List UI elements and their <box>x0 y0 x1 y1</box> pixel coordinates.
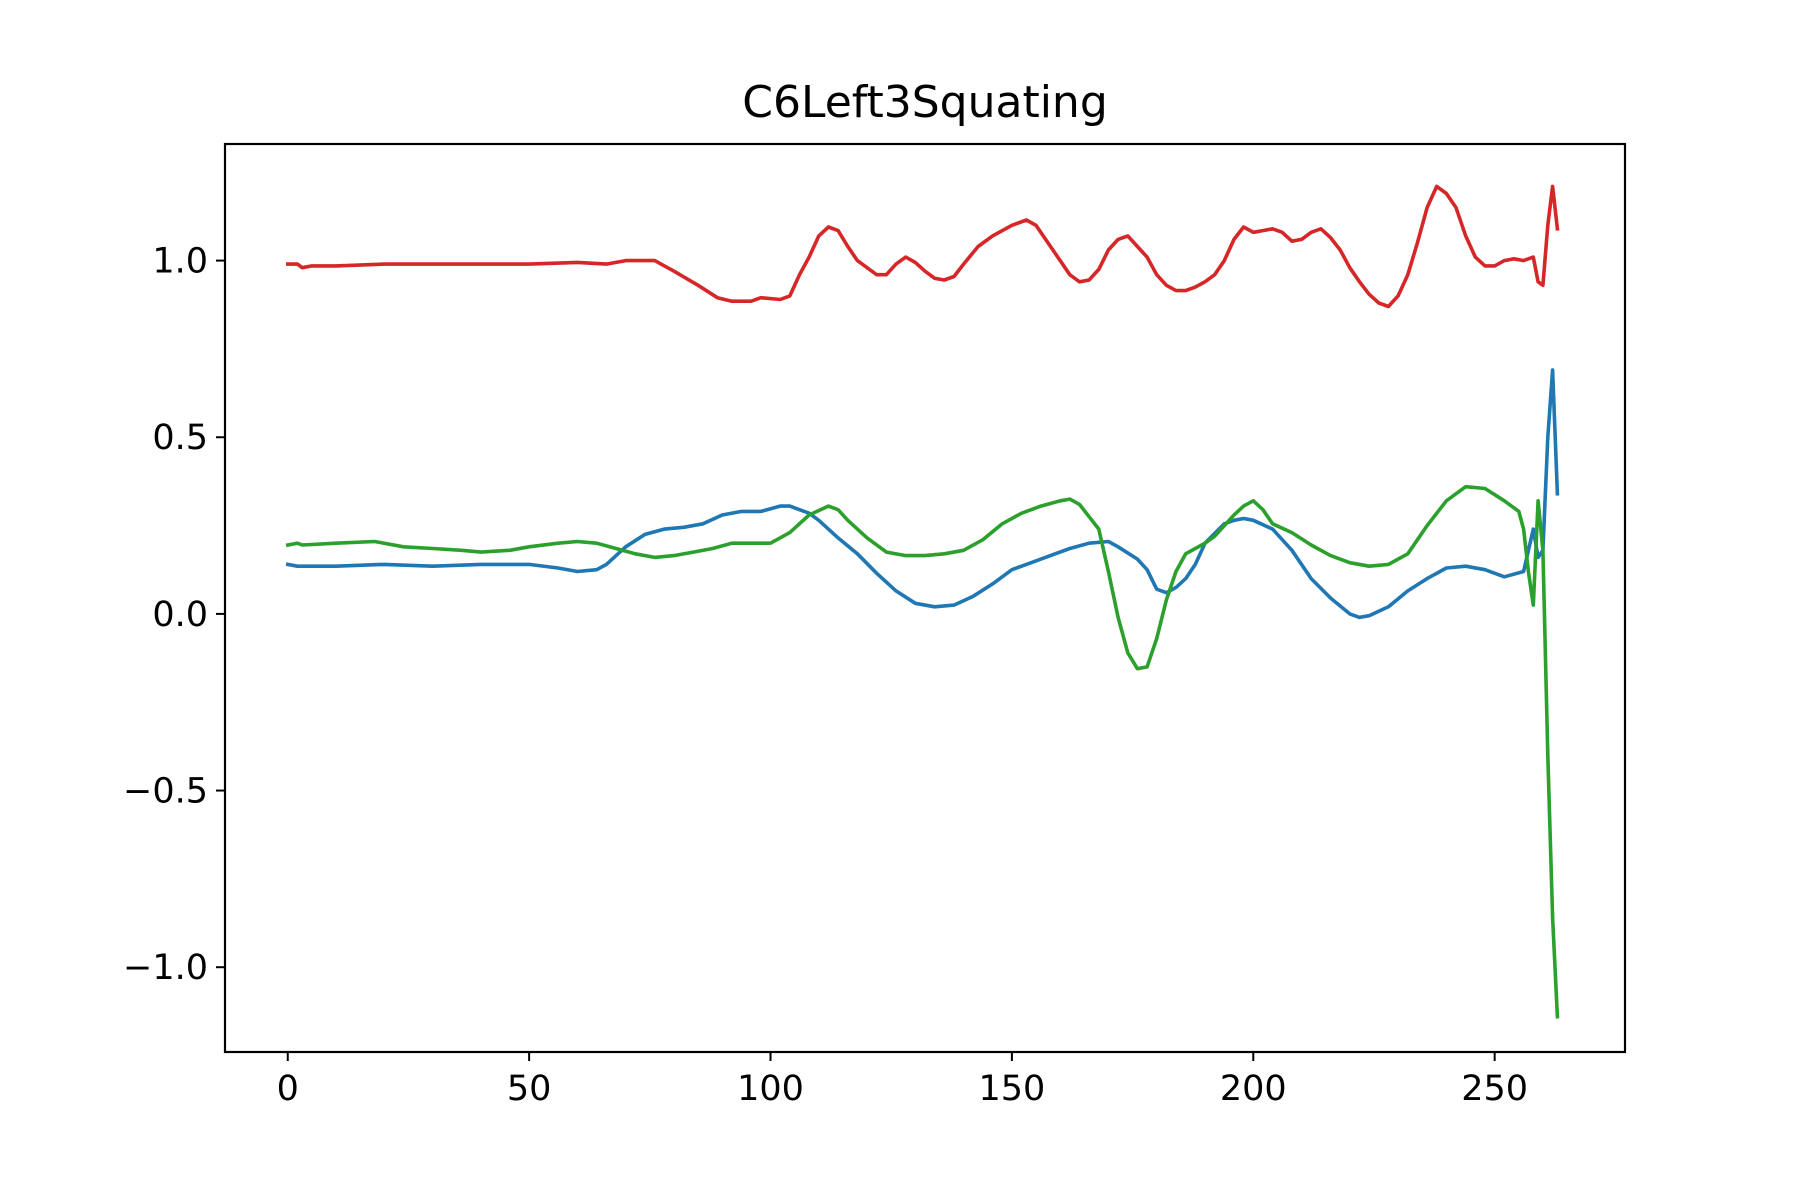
x-tick-label: 150 <box>978 1069 1045 1109</box>
y-axis: 1.0 0.5 0.0 −0.5 −1.0 <box>123 242 225 988</box>
y-tick-label: 0.5 <box>152 418 208 458</box>
x-axis: 0 50 100 150 200 250 <box>277 1052 1528 1109</box>
x-tick-label: 100 <box>737 1069 804 1109</box>
y-tick-label: 1.0 <box>152 242 208 282</box>
x-tick-label: 200 <box>1220 1069 1287 1109</box>
series-line-3 <box>285 484 1560 1019</box>
y-tick-label: −0.5 <box>123 772 208 812</box>
y-tick-label: 0.0 <box>152 595 208 635</box>
y-tick-label: −1.0 <box>123 948 208 988</box>
chart-title: C6Left3Squating <box>742 77 1108 128</box>
x-tick-label: 0 <box>277 1069 299 1109</box>
series-line-2 <box>285 368 1560 620</box>
x-tick-label: 50 <box>507 1069 552 1109</box>
plot-frame <box>223 142 1627 1054</box>
x-tick-label: 250 <box>1461 1069 1528 1109</box>
series-line-1 <box>286 184 1560 309</box>
series-layer <box>285 184 1560 1019</box>
